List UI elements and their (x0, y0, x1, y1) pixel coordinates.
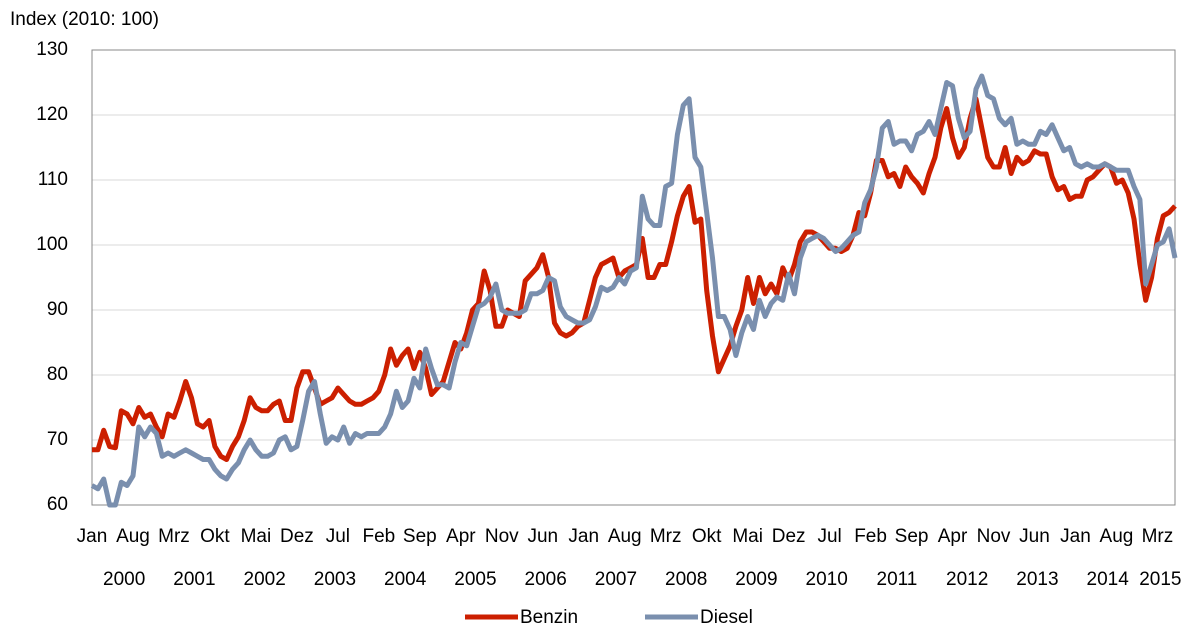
x-tick-label: Jul (326, 526, 350, 547)
year-label: 2007 (595, 569, 637, 590)
y-tick-label: 60 (47, 494, 68, 515)
year-label: 2013 (1016, 569, 1058, 590)
x-tick-label: Okt (200, 526, 230, 547)
x-tick-label: Feb (854, 526, 887, 547)
year-label: 2002 (244, 569, 286, 590)
x-tick-label: Jan (77, 526, 108, 547)
year-label: 2005 (454, 569, 496, 590)
year-label: 2010 (806, 569, 848, 590)
x-tick-label: Mai (241, 526, 272, 547)
year-label: 2006 (525, 569, 567, 590)
year-label: 2015 (1139, 569, 1181, 590)
x-tick-label: Mrz (1142, 526, 1174, 547)
year-label: 2008 (665, 569, 707, 590)
y-axis-label: Index (2010: 100) (10, 9, 159, 30)
year-label: 2001 (173, 569, 215, 590)
x-tick-label: Aug (116, 526, 150, 547)
year-label: 2004 (384, 569, 427, 590)
x-tick-label: Mrz (158, 526, 190, 547)
x-tick-label: Dez (280, 526, 314, 547)
x-tick-label: Mai (732, 526, 763, 547)
x-tick-label: Dez (772, 526, 806, 547)
y-tick-label: 80 (47, 364, 68, 385)
year-label: 2012 (946, 569, 988, 590)
legend-label: Benzin (520, 607, 578, 628)
x-tick-label: Aug (608, 526, 642, 547)
year-label: 2011 (877, 569, 918, 590)
year-label: 2000 (103, 569, 145, 590)
x-tick-label: Apr (446, 526, 476, 547)
x-tick-label: Feb (362, 526, 395, 547)
x-tick-label: Aug (1100, 526, 1134, 547)
x-tick-label: Jan (568, 526, 599, 547)
y-tick-label: 70 (47, 429, 68, 450)
series-line (90, 73, 1178, 508)
legend-label: Diesel (700, 607, 753, 628)
year-label: 2009 (735, 569, 777, 590)
y-tick-label: 110 (38, 169, 68, 190)
y-tick-label: 130 (36, 39, 68, 60)
y-tick-label: 120 (36, 104, 68, 125)
x-tick-label: Jun (1019, 526, 1050, 547)
series-line (92, 96, 1177, 462)
x-tick-label: Apr (938, 526, 968, 547)
x-tick-label: Sep (895, 526, 929, 547)
y-tick-label: 100 (36, 234, 68, 255)
x-tick-label: Mrz (650, 526, 682, 547)
x-tick-label: Jul (817, 526, 841, 547)
x-tick-label: Nov (485, 526, 519, 547)
year-label: 2014 (1087, 569, 1130, 590)
x-tick-label: Jan (1060, 526, 1091, 547)
x-tick-label: Jun (527, 526, 558, 547)
x-tick-label: Sep (403, 526, 437, 547)
x-tick-label: Okt (692, 526, 722, 547)
x-tick-label: Nov (977, 526, 1011, 547)
y-tick-label: 90 (47, 299, 68, 320)
plot-border (91, 49, 1176, 506)
year-label: 2003 (314, 569, 356, 590)
